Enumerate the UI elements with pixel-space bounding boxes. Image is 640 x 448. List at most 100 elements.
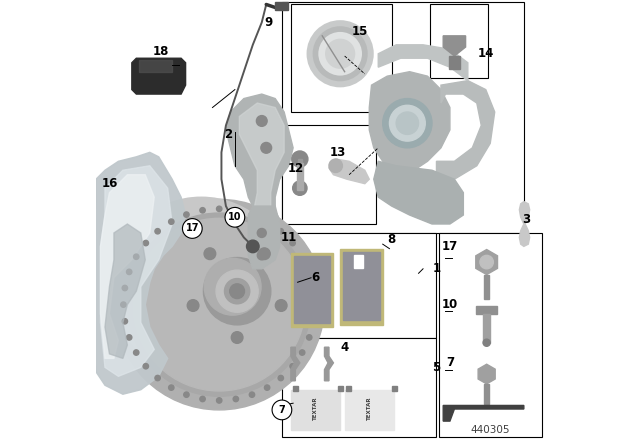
Circle shape (480, 255, 493, 269)
Circle shape (261, 142, 271, 153)
Bar (484, 384, 490, 404)
Circle shape (278, 228, 284, 234)
Circle shape (184, 212, 189, 217)
Circle shape (396, 112, 419, 134)
Bar (353, 255, 362, 268)
Circle shape (383, 99, 432, 148)
Circle shape (188, 300, 199, 311)
Text: 17: 17 (442, 240, 458, 253)
Circle shape (300, 254, 305, 259)
Polygon shape (132, 58, 186, 94)
Bar (275, 2, 288, 10)
Text: 10: 10 (228, 212, 242, 222)
Circle shape (121, 302, 126, 307)
Text: 7: 7 (446, 356, 454, 370)
Bar (282, 2, 524, 233)
Circle shape (182, 219, 202, 238)
Polygon shape (248, 206, 280, 269)
Circle shape (249, 212, 255, 217)
Circle shape (230, 284, 244, 298)
Bar (297, 163, 303, 190)
Bar (282, 233, 436, 338)
Polygon shape (105, 224, 145, 358)
Text: 10: 10 (442, 298, 458, 311)
Polygon shape (100, 166, 172, 376)
Polygon shape (92, 152, 186, 394)
Polygon shape (378, 45, 468, 81)
Text: 3: 3 (522, 213, 530, 226)
Polygon shape (291, 253, 333, 327)
Circle shape (216, 270, 258, 312)
Text: TEXTAR: TEXTAR (367, 397, 372, 420)
Text: 9: 9 (264, 16, 273, 29)
Circle shape (155, 228, 160, 234)
Circle shape (300, 350, 305, 355)
Circle shape (127, 269, 132, 275)
Bar (449, 56, 460, 69)
Text: TEXTAR: TEXTAR (313, 397, 318, 420)
Circle shape (168, 219, 174, 224)
Circle shape (257, 116, 267, 126)
Circle shape (259, 248, 270, 259)
Polygon shape (100, 175, 154, 358)
Circle shape (114, 199, 324, 410)
Polygon shape (346, 386, 351, 391)
Circle shape (127, 213, 311, 396)
Circle shape (184, 392, 189, 397)
Circle shape (264, 385, 270, 390)
Circle shape (231, 332, 243, 343)
Circle shape (143, 241, 148, 246)
Polygon shape (343, 252, 380, 320)
Bar (476, 306, 497, 314)
Circle shape (233, 396, 239, 402)
Polygon shape (519, 202, 530, 246)
Polygon shape (478, 364, 495, 384)
Text: 7: 7 (278, 405, 285, 415)
Circle shape (257, 228, 266, 237)
Polygon shape (340, 249, 383, 325)
Circle shape (204, 258, 261, 315)
Circle shape (134, 350, 139, 355)
Circle shape (264, 219, 270, 224)
Circle shape (168, 385, 174, 390)
Bar (282, 338, 436, 437)
Text: 5: 5 (433, 361, 440, 374)
Polygon shape (291, 390, 340, 430)
Circle shape (143, 363, 148, 369)
Polygon shape (369, 72, 450, 170)
Polygon shape (436, 81, 495, 179)
Circle shape (225, 207, 244, 227)
Text: 6: 6 (312, 271, 319, 284)
Bar (298, 159, 302, 188)
Circle shape (292, 151, 308, 167)
Text: 14: 14 (477, 47, 494, 60)
Circle shape (483, 339, 490, 346)
Text: 11: 11 (280, 231, 297, 244)
Circle shape (122, 285, 127, 291)
Circle shape (112, 197, 291, 376)
Circle shape (216, 206, 222, 211)
Circle shape (307, 269, 312, 275)
Polygon shape (329, 159, 369, 184)
Polygon shape (114, 305, 333, 316)
Circle shape (311, 285, 316, 291)
Polygon shape (374, 161, 463, 224)
Text: 12: 12 (287, 161, 303, 175)
Circle shape (127, 335, 132, 340)
Text: 2: 2 (224, 128, 232, 141)
Text: 17: 17 (186, 224, 199, 233)
Polygon shape (226, 94, 293, 233)
Circle shape (312, 26, 368, 82)
Circle shape (200, 396, 205, 402)
Circle shape (278, 375, 284, 381)
Circle shape (318, 32, 362, 76)
Text: 13: 13 (330, 146, 346, 159)
Bar (430, 4, 488, 78)
Circle shape (290, 363, 295, 369)
Circle shape (216, 398, 222, 403)
Polygon shape (239, 103, 284, 224)
Polygon shape (344, 390, 394, 430)
Circle shape (200, 207, 205, 213)
Circle shape (249, 392, 255, 397)
Text: 4: 4 (340, 340, 349, 354)
